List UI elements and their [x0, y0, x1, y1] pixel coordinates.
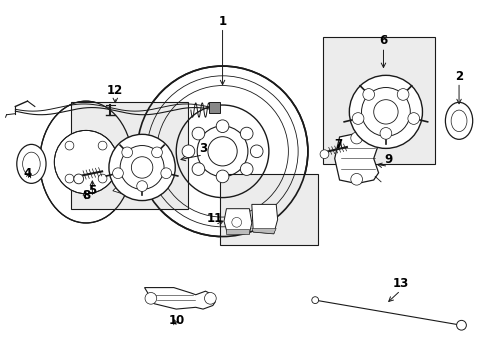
Circle shape [351, 113, 363, 124]
Text: 6: 6 [379, 34, 387, 48]
Text: 1: 1 [218, 15, 226, 28]
Circle shape [240, 127, 252, 140]
Circle shape [407, 113, 419, 124]
Circle shape [348, 75, 422, 148]
Circle shape [65, 141, 74, 150]
Text: 12: 12 [107, 84, 123, 97]
Circle shape [137, 181, 147, 192]
Polygon shape [113, 184, 132, 196]
Circle shape [74, 174, 83, 184]
Circle shape [109, 134, 175, 201]
Text: 8: 8 [81, 189, 90, 202]
Polygon shape [144, 288, 215, 309]
Polygon shape [224, 209, 251, 234]
Text: 3: 3 [199, 142, 207, 155]
Ellipse shape [445, 102, 472, 139]
Circle shape [379, 127, 391, 139]
Text: 13: 13 [391, 278, 408, 291]
Text: 7: 7 [333, 138, 342, 150]
Text: 5: 5 [88, 184, 96, 197]
Circle shape [231, 217, 241, 227]
Text: 9: 9 [384, 153, 392, 166]
Bar [209, 102, 220, 113]
Circle shape [122, 147, 132, 158]
Circle shape [98, 174, 107, 183]
Polygon shape [251, 204, 277, 234]
Circle shape [120, 145, 163, 189]
Circle shape [137, 66, 307, 237]
Bar [220, 174, 317, 244]
Text: 4: 4 [23, 167, 32, 180]
Polygon shape [226, 229, 249, 234]
Circle shape [98, 141, 107, 150]
Circle shape [216, 120, 228, 132]
Circle shape [240, 163, 252, 175]
Circle shape [250, 145, 263, 158]
Text: 11: 11 [207, 212, 223, 225]
Circle shape [362, 89, 374, 100]
Circle shape [145, 292, 157, 304]
Polygon shape [251, 228, 276, 234]
Circle shape [456, 320, 466, 330]
Circle shape [361, 87, 409, 136]
Circle shape [151, 147, 162, 158]
Bar [322, 37, 434, 164]
Circle shape [350, 132, 362, 144]
Circle shape [216, 170, 228, 183]
Circle shape [182, 145, 194, 158]
Circle shape [396, 89, 408, 100]
Ellipse shape [17, 144, 46, 183]
Circle shape [65, 174, 74, 183]
Circle shape [54, 130, 118, 194]
Circle shape [320, 150, 328, 158]
Circle shape [112, 168, 123, 179]
Circle shape [350, 174, 362, 185]
Circle shape [192, 127, 204, 140]
Circle shape [311, 297, 318, 303]
Bar [71, 102, 188, 209]
Text: 10: 10 [169, 314, 185, 327]
Text: 2: 2 [454, 69, 462, 82]
Circle shape [204, 292, 216, 304]
Ellipse shape [40, 101, 132, 223]
Circle shape [161, 168, 171, 179]
Polygon shape [334, 134, 378, 184]
Circle shape [192, 163, 204, 175]
